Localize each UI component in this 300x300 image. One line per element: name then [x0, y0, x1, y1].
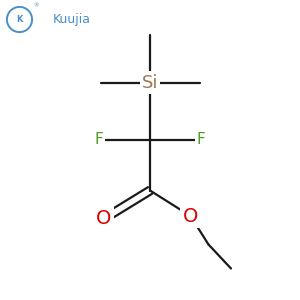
Text: O: O — [96, 209, 111, 229]
Text: O: O — [183, 206, 198, 226]
Text: Kuujia: Kuujia — [52, 13, 91, 26]
Text: F: F — [94, 132, 103, 147]
Text: ®: ® — [34, 3, 39, 8]
Text: F: F — [196, 132, 206, 147]
Text: K: K — [16, 15, 23, 24]
Text: Si: Si — [142, 74, 158, 92]
